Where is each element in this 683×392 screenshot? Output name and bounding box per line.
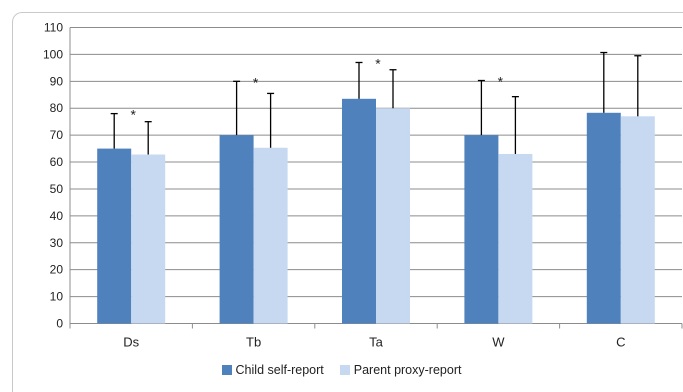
bar [586,112,621,324]
significance-marker: * [130,107,136,123]
y-tick-label: 100 [43,47,63,61]
x-category-label: Ta [369,335,384,350]
bar [620,116,655,324]
significance-marker: * [253,74,259,90]
bar [498,153,533,324]
y-tick-label: 80 [50,101,64,115]
x-category-label: W [492,335,505,350]
bar [219,135,254,324]
y-tick-label: 70 [50,128,64,142]
legend-swatch-child [221,365,232,375]
y-tick-label: 110 [44,21,63,35]
y-tick-label: 40 [50,209,64,223]
x-category-label: C [616,335,625,350]
y-tick-label: 0 [56,317,63,331]
bar [342,98,376,324]
significance-marker: * [498,74,504,90]
legend-item-child: Child self-report [221,363,324,377]
bar [131,154,166,324]
legend-item-parent: Parent proxy-report [339,363,462,377]
bar [464,135,499,324]
bar [253,147,288,324]
legend: Child self-report Parent proxy-report [0,360,683,380]
y-tick-label: 10 [50,290,64,304]
bar [376,108,410,324]
y-tick-label: 20 [50,263,64,277]
bar-chart: 0 10 20 30 40 50 60 70 80 90 100 110 * Ds * Tb * Ta * W C [43,21,683,350]
bar [97,148,132,324]
x-category-label: Tb [246,335,261,350]
legend-swatch-parent [339,365,350,375]
y-tick-label: 30 [50,236,64,250]
significance-marker: * [375,55,381,71]
y-tick-label: 60 [50,155,64,169]
y-tick-label: 90 [50,74,64,88]
x-category-label: Ds [123,335,139,350]
legend-label-parent: Parent proxy-report [353,363,462,377]
y-tick-label: 50 [50,182,64,196]
legend-label-child: Child self-report [235,363,324,377]
